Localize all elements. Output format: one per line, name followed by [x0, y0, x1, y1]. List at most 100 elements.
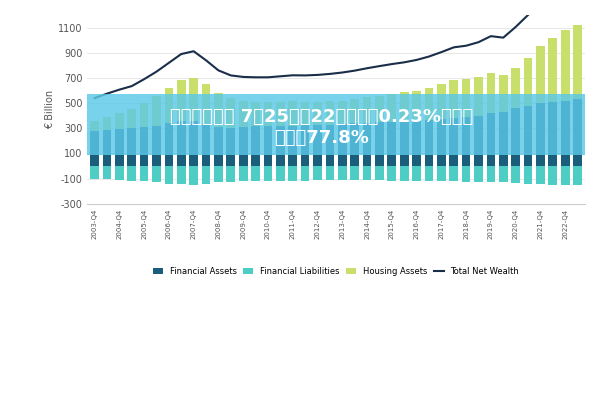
- Bar: [536, 46, 545, 166]
- Bar: [375, 122, 384, 166]
- Bar: [239, 166, 248, 182]
- Bar: [276, 166, 284, 181]
- Bar: [103, 166, 111, 179]
- Bar: [251, 126, 260, 166]
- Bar: [140, 103, 148, 166]
- Bar: [511, 166, 520, 183]
- Bar: [202, 84, 211, 166]
- Y-axis label: € Billion: € Billion: [45, 90, 55, 129]
- Bar: [388, 122, 396, 166]
- Bar: [326, 101, 334, 166]
- Bar: [474, 77, 483, 166]
- Bar: [388, 94, 396, 166]
- Bar: [400, 166, 409, 181]
- Bar: [190, 78, 198, 166]
- Bar: [375, 166, 384, 180]
- Bar: [177, 121, 185, 166]
- Bar: [301, 102, 310, 166]
- Bar: [326, 166, 334, 180]
- Bar: [301, 166, 310, 180]
- Bar: [573, 99, 582, 166]
- Bar: [548, 166, 557, 185]
- Bar: [251, 166, 260, 181]
- Bar: [177, 80, 185, 166]
- Bar: [90, 166, 99, 179]
- Bar: [536, 103, 545, 166]
- Bar: [103, 130, 111, 166]
- Bar: [462, 79, 470, 166]
- Bar: [573, 166, 582, 185]
- Bar: [499, 112, 508, 166]
- Bar: [524, 106, 532, 166]
- Bar: [226, 128, 235, 166]
- Bar: [437, 166, 446, 181]
- Bar: [388, 166, 396, 180]
- Bar: [449, 166, 458, 182]
- Bar: [127, 128, 136, 166]
- Bar: [338, 100, 347, 166]
- Bar: [499, 76, 508, 166]
- Bar: [425, 88, 433, 166]
- Bar: [276, 102, 284, 166]
- Bar: [239, 100, 248, 166]
- Legend: Financial Assets, Financial Liabilities, Housing Assets, Total Net Wealth: Financial Assets, Financial Liabilities,…: [149, 263, 523, 279]
- Bar: [338, 124, 347, 166]
- Bar: [412, 166, 421, 181]
- Bar: [152, 126, 161, 166]
- Bar: [437, 84, 446, 166]
- Bar: [115, 129, 124, 166]
- Bar: [362, 123, 371, 166]
- Bar: [214, 166, 223, 182]
- Bar: [437, 119, 446, 166]
- Bar: [449, 118, 458, 166]
- Bar: [362, 98, 371, 166]
- Bar: [487, 73, 495, 166]
- Bar: [548, 38, 557, 166]
- Bar: [214, 127, 223, 166]
- Bar: [449, 80, 458, 166]
- Bar: [239, 127, 248, 166]
- Bar: [90, 131, 99, 166]
- Bar: [164, 166, 173, 184]
- Bar: [190, 121, 198, 166]
- Bar: [412, 90, 421, 166]
- Bar: [350, 123, 359, 166]
- Bar: [226, 98, 235, 166]
- Bar: [301, 125, 310, 166]
- Bar: [140, 127, 148, 166]
- Bar: [202, 166, 211, 184]
- Bar: [511, 108, 520, 166]
- Bar: [326, 124, 334, 166]
- Bar: [561, 30, 569, 166]
- Bar: [474, 116, 483, 166]
- Bar: [487, 113, 495, 166]
- Bar: [536, 166, 545, 184]
- Bar: [573, 25, 582, 166]
- Bar: [87, 94, 585, 155]
- Bar: [127, 166, 136, 180]
- Bar: [425, 120, 433, 166]
- Bar: [263, 166, 272, 181]
- Bar: [313, 166, 322, 180]
- Bar: [350, 166, 359, 180]
- Bar: [400, 121, 409, 166]
- Bar: [289, 166, 297, 181]
- Bar: [511, 68, 520, 166]
- Bar: [115, 113, 124, 166]
- Bar: [487, 166, 495, 182]
- Bar: [313, 125, 322, 166]
- Bar: [289, 101, 297, 166]
- Bar: [400, 92, 409, 166]
- Bar: [177, 166, 185, 184]
- Bar: [103, 117, 111, 166]
- Bar: [561, 100, 569, 166]
- Bar: [548, 102, 557, 166]
- Bar: [152, 166, 161, 182]
- Bar: [127, 110, 136, 166]
- Text: 溢价率77.8%: 溢价率77.8%: [274, 129, 368, 147]
- Bar: [164, 123, 173, 166]
- Bar: [115, 166, 124, 180]
- Bar: [375, 96, 384, 166]
- Bar: [251, 102, 260, 166]
- Bar: [524, 58, 532, 166]
